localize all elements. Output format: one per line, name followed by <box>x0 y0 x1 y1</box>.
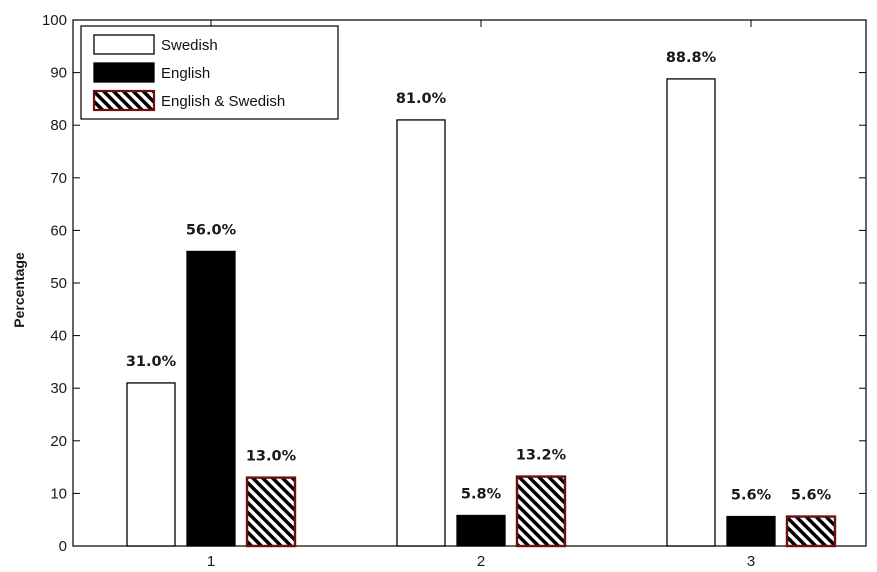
y-tick-label: 80 <box>50 117 67 134</box>
data-label: 5.8% <box>461 486 502 502</box>
y-tick-label: 40 <box>50 328 67 345</box>
legend-swatch <box>93 34 155 55</box>
data-label: 13.2% <box>516 448 567 464</box>
y-tick-label: 90 <box>50 65 67 82</box>
x-tick-label: 3 <box>747 553 755 570</box>
legend-swatch <box>92 89 156 112</box>
y-tick-label: 0 <box>59 538 67 555</box>
x-tick-label: 2 <box>477 553 485 570</box>
y-tick-label: 10 <box>50 485 67 502</box>
bar-2-3 <box>726 515 776 547</box>
bar-2-2 <box>456 514 506 547</box>
data-label: 88.8% <box>666 50 717 66</box>
bar-1-3 <box>666 78 716 547</box>
data-label: 81.0% <box>396 91 447 107</box>
data-label: 56.0% <box>186 222 237 238</box>
bar-1-2 <box>396 119 446 547</box>
legend-label: English <box>161 65 210 82</box>
x-tick-label: 1 <box>207 553 215 570</box>
legend-swatch <box>93 62 155 83</box>
legend-label: English & Swedish <box>161 93 285 110</box>
data-label: 13.0% <box>246 449 297 465</box>
data-label: 5.6% <box>791 488 832 504</box>
bar-3-1 <box>245 476 297 548</box>
bar-3-2 <box>515 475 567 548</box>
y-tick-label: 70 <box>50 170 67 187</box>
y-tick-label: 60 <box>50 222 67 239</box>
legend-label: Swedish <box>161 37 218 54</box>
y-tick-label: 100 <box>42 12 67 29</box>
data-label: 5.6% <box>731 488 772 504</box>
y-tick-label: 50 <box>50 275 67 292</box>
y-tick-label: 20 <box>50 433 67 450</box>
plot-area: 0 10 20 30 40 50 60 70 80 90 100 1 31.0% 56.0% 13.0% 2 8… <box>42 12 867 570</box>
y-tick-label: 30 <box>50 380 67 397</box>
legend: Swedish English English & Swedish <box>80 25 339 120</box>
data-label: 31.0% <box>126 354 177 370</box>
bar-3-3 <box>785 515 837 548</box>
bar-1-1 <box>126 382 176 547</box>
bar-2-1 <box>186 250 236 547</box>
y-axis-label: Percentage <box>11 252 27 328</box>
